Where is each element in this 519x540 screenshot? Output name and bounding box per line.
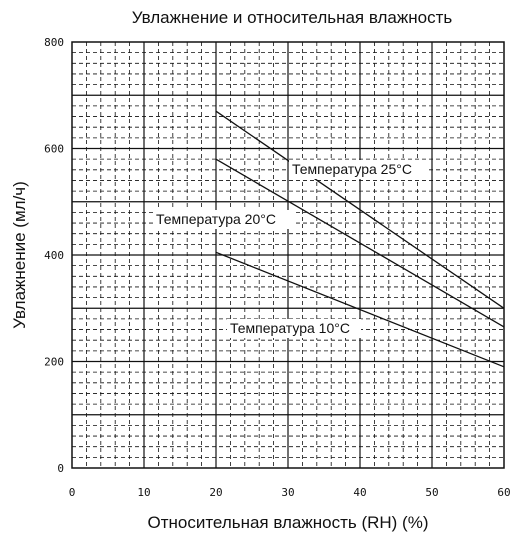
y-tick-label: 400: [44, 249, 64, 262]
y-tick-label: 0: [57, 462, 64, 475]
series-label-2: Температура 20°C: [156, 211, 276, 227]
series-label-background: [227, 319, 361, 338]
x-tick-label: 60: [497, 486, 510, 499]
chart-title: Увлажнение и относительная влажность: [132, 8, 453, 27]
x-axis-label: Относительная влажность (RH) (%): [147, 513, 428, 532]
y-tick-label: 200: [44, 356, 64, 369]
x-tick-label: 10: [137, 486, 150, 499]
x-tick-label: 40: [353, 486, 366, 499]
chart-grid: [72, 42, 504, 468]
x-tick-label: 0: [69, 486, 76, 499]
x-tick-label: 50: [425, 486, 438, 499]
series-label-1: Температура 25°C: [292, 161, 412, 177]
series-line-3: [215, 251, 505, 368]
x-tick-label: 20: [209, 486, 222, 499]
series-label-background: [153, 210, 293, 229]
series-labels: Температура 25°C Температура 20°C Температ…: [153, 160, 429, 338]
y-tick-label: 800: [44, 36, 64, 49]
series-label-background: [289, 160, 429, 179]
series-lines: [215, 110, 505, 368]
x-tick-label: 30: [281, 486, 294, 499]
series-label-3: Температура 10°C: [230, 320, 350, 336]
y-axis-label: Увлажнение (мл/ч): [10, 181, 29, 329]
series-line-2: [215, 158, 505, 328]
series-line-1: [215, 110, 505, 309]
plot-frame: [71, 41, 505, 469]
y-tick-label: 600: [44, 143, 64, 156]
